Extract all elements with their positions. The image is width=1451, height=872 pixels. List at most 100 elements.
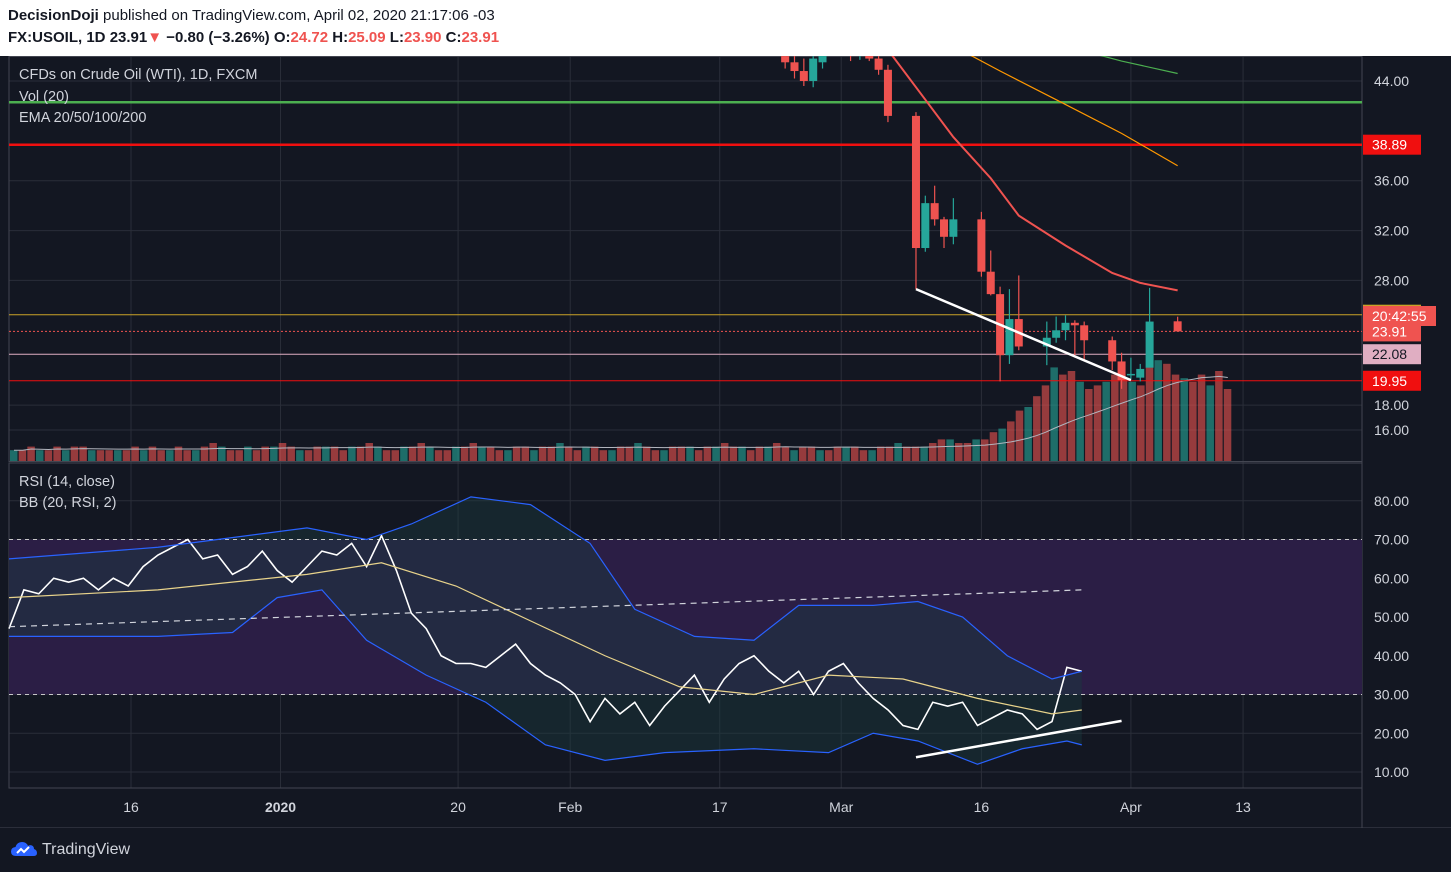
tradingview-cloud-icon [11,842,37,856]
rsi-tick-label: 40.00 [1374,648,1409,664]
volume-bar [10,450,18,461]
rsi-tick-label: 20.00 [1374,725,1409,741]
volume-bar [27,446,35,461]
price-axis[interactable]: 16.00 18.00 28.00 32.00 36.00 44.00 10.00 20.00… [1363,73,1436,780]
volume-bar [96,450,105,461]
rsi-legend[interactable]: RSI (14, close) [19,474,115,490]
x-tick-label: 20 [450,799,466,815]
volume-bar [140,450,148,461]
volume-bar [937,439,946,461]
rsi-tick-label: 80.00 [1374,493,1409,509]
volume-bar [365,443,373,461]
volume-bar [296,450,304,461]
publish-header: DecisionDoji published on TradingView.co… [0,0,1451,56]
volume-bars [10,360,1232,461]
candle-body [921,203,930,249]
volume-bar [712,446,720,461]
price-axis-label: 22.08 [1372,346,1407,362]
volume-bar [946,439,954,461]
volume-bar [521,446,530,461]
price-tick-label: 32.00 [1374,223,1409,239]
volume-bar [746,450,755,461]
volume-bar [694,450,703,461]
volume-bar [790,450,798,461]
symbol-legend[interactable]: CFDs on Crude Oil (WTI), 1D, FXCM [19,67,258,83]
volume-bar [287,446,295,461]
volume-bar [1154,360,1162,461]
volume-ma-line [14,375,1228,451]
ema-legend[interactable]: EMA 20/50/100/200 [19,110,147,126]
price-change: −0.80 (−3.26%) [166,29,270,46]
candle-body [1042,337,1051,347]
volume-bar [1206,385,1214,461]
candle-body [865,56,874,59]
candle-body [986,271,995,295]
volume-bar [460,446,469,461]
candle-body [1136,368,1145,378]
x-tick-label: Apr [1120,799,1142,815]
volume-bar [660,450,668,461]
volume-bar [44,450,53,461]
volume-bar [538,446,547,461]
rsi-tick-label: 10.00 [1374,764,1409,780]
volume-bar [166,450,174,461]
volume-bar [382,450,391,461]
volume-bar [634,443,642,461]
volume-bar [651,450,660,461]
volume-bar [1128,381,1136,461]
candle-body [1070,322,1079,326]
volume-bar [348,446,356,461]
rsi-series-bb-lower [9,589,1082,765]
rsi-pane[interactable] [8,496,1362,765]
rsi-tick-label: 50.00 [1374,609,1409,625]
price-axis-label: 23.91 [1372,323,1407,339]
price-tick-label: 28.00 [1374,272,1409,288]
price-axis-label-box [1363,321,1421,342]
volume-bar [903,446,911,461]
volume-bar [807,446,816,461]
volume-bar [781,446,790,461]
volume-bar [330,446,339,461]
time-axis[interactable]: 16 2020 20 Feb 17 Mar 16 Apr 13 [123,799,1251,815]
candle-body [818,56,827,63]
volume-bar [486,446,495,461]
volume-bar [920,446,928,461]
price-axis-label-box [1363,370,1421,391]
volume-bar [972,439,980,461]
x-tick-label: 16 [123,799,139,815]
volume-bar [1041,385,1050,461]
published-text: published on TradingView.com, April 02, … [103,7,495,24]
ema-line-ema-20 [891,56,1178,292]
rsi-band-fill [9,539,1362,695]
price-pane[interactable] [9,56,1362,389]
volume-bar [1189,381,1197,461]
volume-bar [504,450,512,461]
volume-bar [738,446,746,461]
volume-bar [573,450,582,461]
volume-bar [1033,396,1041,461]
candle-body [940,219,949,237]
price-tick-label: 36.00 [1374,173,1409,189]
volume-bar [1180,378,1188,461]
candle-body [1173,321,1182,332]
volume-bar [426,446,434,461]
volume-legend[interactable]: Vol (20) [19,89,69,105]
author-name[interactable]: DecisionDoji [8,7,99,24]
tradingview-logo[interactable]: TradingView [10,840,130,860]
volume-bar [192,450,200,461]
volume-bar [608,450,616,461]
candle-body [1005,319,1014,356]
volume-bar [1085,389,1093,461]
rsi-series-rsi-14-close- [8,533,1083,731]
volume-bar [1111,374,1119,461]
volume-bar [131,446,139,461]
volume-bar [877,446,885,461]
volume-bar [1223,389,1232,461]
price-axis-label-box [1363,134,1421,155]
bb-legend[interactable]: BB (20, RSI, 2) [19,495,117,511]
volume-bar [105,450,113,461]
low-value: 23.90 [403,29,442,46]
volume-bar [677,446,686,461]
chart-canvas[interactable]: 16.00 18.00 28.00 32.00 36.00 44.00 10.00 20.00… [0,56,1451,828]
volume-bar [1076,381,1084,461]
